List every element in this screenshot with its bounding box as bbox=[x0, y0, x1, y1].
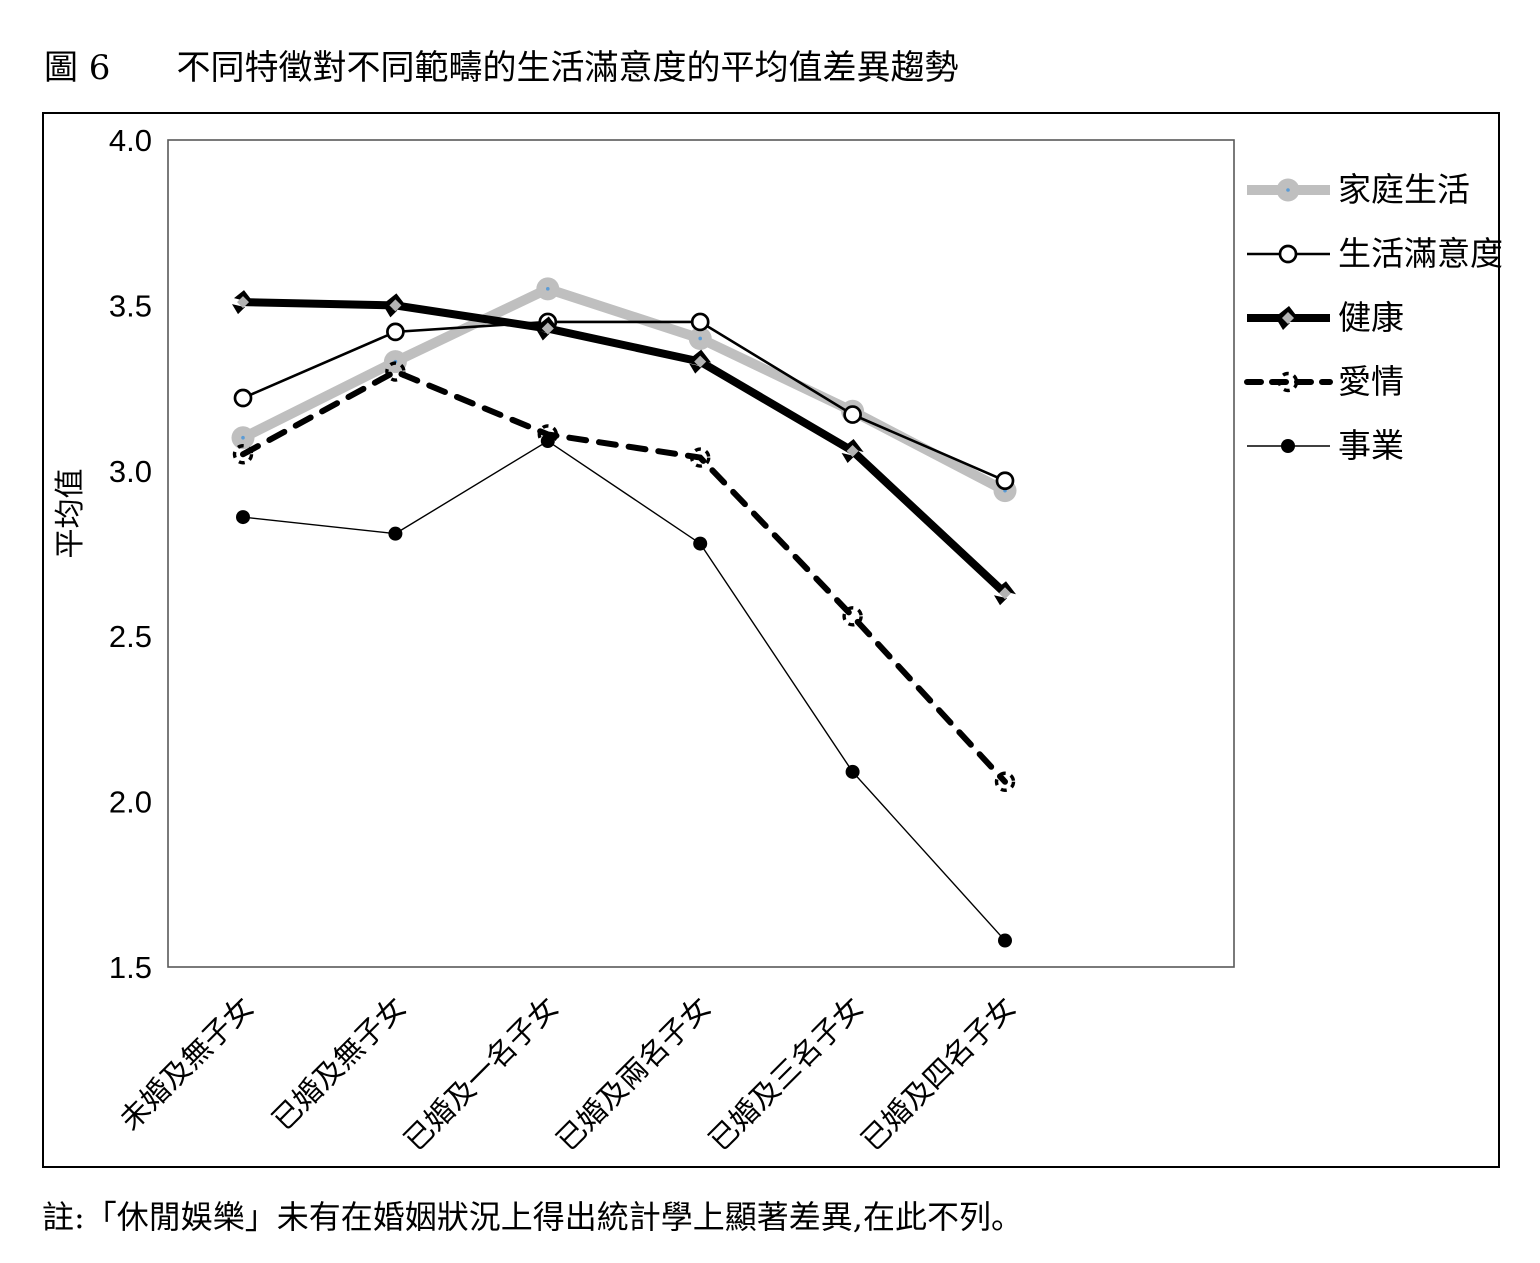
series-line bbox=[240, 368, 1008, 785]
marker-pinwheel bbox=[1277, 306, 1299, 330]
x-category-label: 已婚及無子女 bbox=[265, 990, 412, 1137]
marker-center-dot bbox=[1286, 188, 1290, 192]
legend-label: 生活滿意度 bbox=[1338, 234, 1503, 273]
marker-pinwheel bbox=[232, 290, 254, 315]
marker-circle-open bbox=[386, 322, 405, 342]
y-tick-label: 3.0 bbox=[109, 454, 152, 489]
y-tick-label: 4.0 bbox=[109, 123, 152, 158]
marker-circle-open bbox=[995, 471, 1015, 491]
marker-pinwheel bbox=[384, 293, 407, 318]
figure-title: 圖 6 不同特徵對不同範疇的生活滿意度的平均值差異趨勢 bbox=[44, 40, 958, 89]
figure-title-text: 不同特徵對不同範疇的生活滿意度的平均值差異趨勢 bbox=[176, 48, 959, 88]
legend-label: 事業 bbox=[1338, 426, 1404, 465]
x-category-label: 未婚及無子女 bbox=[113, 990, 260, 1137]
marker-circle-filled bbox=[693, 536, 708, 551]
marker-pinwheel-center bbox=[846, 444, 859, 457]
y-axis-title: 平均值 bbox=[53, 469, 88, 559]
x-category-label: 已婚及兩名子女 bbox=[550, 990, 718, 1158]
marker-circle-open bbox=[690, 312, 710, 332]
legend-item-生活滿意度: 生活滿意度 bbox=[1247, 234, 1503, 273]
plot-area-border bbox=[167, 139, 1235, 968]
marker-circle-filled bbox=[845, 764, 860, 779]
marker-pinwheel-center bbox=[237, 296, 249, 309]
series-健康 bbox=[232, 290, 1016, 606]
marker-circle-filled bbox=[388, 526, 403, 541]
legend-label: 健康 bbox=[1338, 298, 1404, 337]
x-category-label: 已婚及三名子女 bbox=[702, 990, 870, 1158]
marker-circle-dashed bbox=[385, 361, 406, 382]
series-事業 bbox=[236, 434, 1012, 948]
marker-circle-filled bbox=[998, 933, 1012, 948]
y-tick-label: 2.5 bbox=[109, 619, 152, 654]
marker-circle-filled bbox=[1281, 439, 1295, 453]
marker-circle-dashed bbox=[1277, 371, 1299, 393]
x-category-label: 已婚及四名子女 bbox=[854, 990, 1022, 1158]
y-tick-label: 1.5 bbox=[109, 950, 152, 985]
legend-item-家庭生活: 家庭生活 bbox=[1247, 170, 1470, 209]
marker-circle-open bbox=[843, 405, 862, 424]
legend-item-愛情: 愛情 bbox=[1244, 362, 1404, 401]
series-line bbox=[242, 320, 1006, 482]
marker-pinwheel bbox=[841, 438, 864, 463]
y-tick-label: 2.0 bbox=[109, 785, 152, 820]
marker-center-dot bbox=[698, 336, 702, 341]
series-line bbox=[242, 440, 1006, 942]
figure-number: 圖 6 bbox=[44, 48, 111, 88]
marker-circle-filled bbox=[236, 510, 250, 525]
marker-pinwheel bbox=[994, 581, 1016, 606]
legend-label: 家庭生活 bbox=[1338, 170, 1470, 209]
legend-item-健康: 健康 bbox=[1247, 298, 1404, 337]
marker-pinwheel bbox=[689, 349, 712, 374]
marker-circle-filled bbox=[540, 434, 555, 449]
chart-frame: 4.0 3.5 3.0 2.5 2.0 1.5 平均值未婚及無子女 已婚及無子女 已婚及一名子女… bbox=[42, 112, 1503, 1168]
series-家庭生活 bbox=[231, 277, 1017, 503]
marker-circle-dashed bbox=[994, 771, 1016, 792]
figure-note: 註:「休閒娛樂」未有在婚姻狀況上得出統計學上顯著差異,在此不列。 bbox=[42, 1198, 1023, 1236]
marker-circle-dashed bbox=[842, 606, 863, 627]
legend-label: 愛情 bbox=[1338, 362, 1404, 401]
marker-circle-dashed bbox=[690, 447, 711, 468]
legend-item-事業: 事業 bbox=[1247, 426, 1404, 465]
marker-center-dot bbox=[546, 287, 550, 291]
series-line bbox=[242, 298, 1008, 597]
y-tick-label: 3.5 bbox=[109, 288, 152, 323]
marker-circle-open bbox=[1278, 244, 1298, 264]
marker-pinwheel-center bbox=[694, 355, 707, 368]
marker-pinwheel-center bbox=[999, 587, 1011, 600]
marker-center-dot bbox=[241, 435, 245, 440]
x-category-label: 已婚及一名子女 bbox=[397, 990, 565, 1158]
marker-pinwheel-center bbox=[1282, 312, 1294, 324]
marker-circle-dashed bbox=[232, 444, 254, 465]
marker-pinwheel-center bbox=[389, 299, 402, 312]
series-生活滿意度 bbox=[233, 312, 1015, 491]
marker-pinwheel bbox=[536, 316, 559, 341]
marker-circle-open bbox=[233, 388, 253, 408]
marker-pinwheel-center bbox=[541, 322, 554, 335]
series-愛情 bbox=[232, 361, 1016, 792]
